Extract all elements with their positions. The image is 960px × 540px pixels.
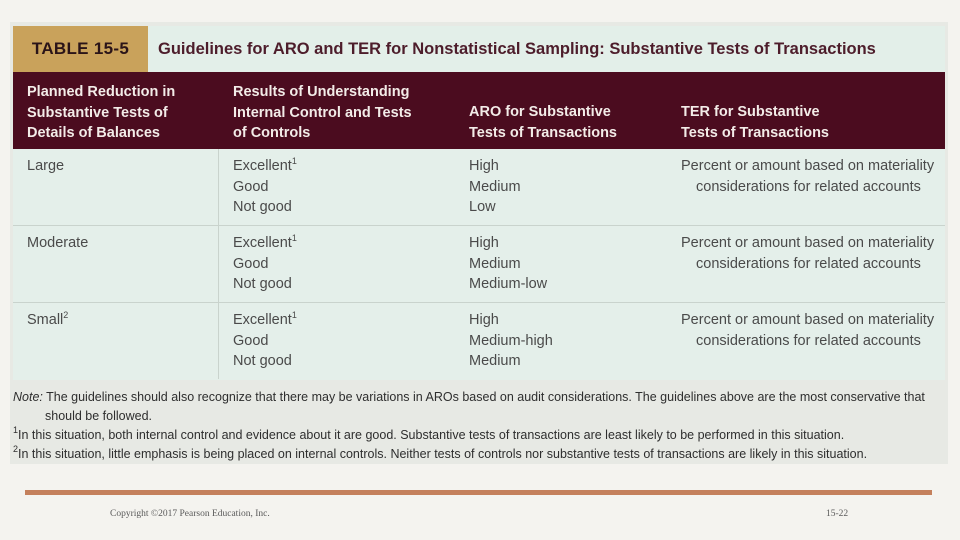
footer-rule: [25, 490, 932, 495]
table-row: Moderate Excellent1 Good Not good High M…: [13, 226, 945, 303]
table-card: TABLE 15-5 Guidelines for ARO and TER fo…: [13, 26, 945, 380]
header-ter: TER for Substantive Tests of Transaction…: [681, 104, 829, 141]
table-row: Small2 Excellent1 Good Not good High Med…: [13, 303, 945, 379]
reduction-cell: Moderate: [27, 235, 89, 251]
table-row: Large Excellent1 Good Not good High Medi…: [13, 149, 945, 226]
table-header-row: Planned Reduction in Substantive Tests o…: [13, 72, 945, 149]
table-title-bar: TABLE 15-5 Guidelines for ARO and TER fo…: [13, 26, 945, 73]
aro-cell: High Medium-high Medium: [469, 312, 553, 369]
reduction-cell: Small2: [27, 310, 69, 329]
header-aro: ARO for Substantive Tests of Transaction…: [469, 104, 617, 141]
footnote-1: 1In this situation, both internal contro…: [13, 425, 845, 443]
ter-cell: Percent or amount based on materiality c…: [681, 235, 935, 272]
ter-cell: Percent or amount based on materiality c…: [681, 158, 935, 195]
note-line: Note: The guidelines should also recogni…: [13, 390, 925, 404]
table-notes: Note: The guidelines should also recogni…: [13, 388, 938, 464]
column-divider: [218, 149, 219, 225]
results-cell: Excellent1 Good Not good: [233, 310, 297, 370]
table-title: Guidelines for ARO and TER for Nonstatis…: [158, 39, 876, 58]
reduction-cell: Large: [27, 158, 65, 174]
header-planned-reduction: Planned Reduction in Substantive Tests o…: [27, 84, 176, 141]
header-results-understanding: Results of Understanding Internal Contro…: [233, 84, 412, 141]
aro-cell: High Medium Low: [469, 158, 521, 215]
results-cell: Excellent1 Good Not good: [233, 156, 297, 216]
aro-cell: High Medium Medium-low: [469, 235, 548, 292]
copyright-text: Copyright ©2017 Pearson Education, Inc.: [110, 509, 270, 519]
table-label: TABLE 15-5: [13, 26, 148, 72]
results-cell: Excellent1 Good Not good: [233, 233, 297, 293]
slide-number: 15-22: [826, 509, 849, 519]
footnote-2: 2In this situation, little emphasis is b…: [13, 444, 868, 462]
note-line-continued: should be followed.: [45, 409, 153, 423]
column-divider: [218, 303, 219, 379]
column-divider: [218, 226, 219, 302]
ter-cell: Percent or amount based on materiality c…: [681, 312, 935, 349]
